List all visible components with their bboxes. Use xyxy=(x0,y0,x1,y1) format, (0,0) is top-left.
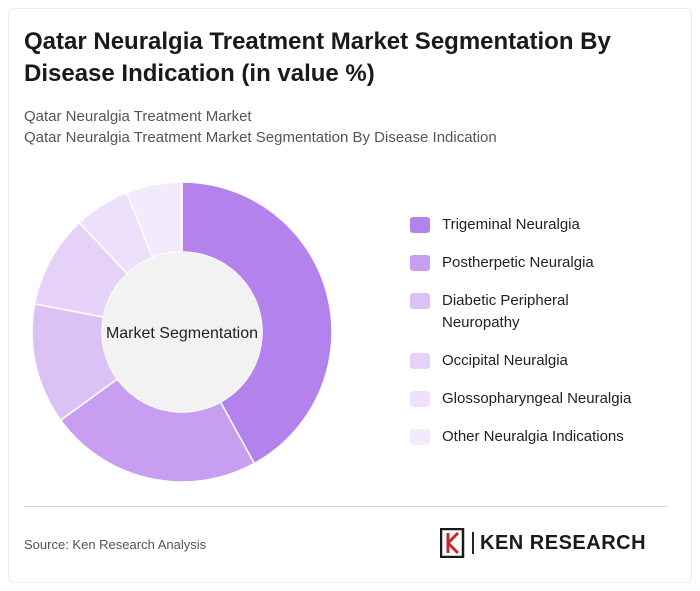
chart-subtitle: Qatar Neuralgia Treatment Market Qatar N… xyxy=(24,106,664,148)
center-label: Market Segmentation xyxy=(106,325,258,342)
legend-label-1: Postherpetic Neuralgia xyxy=(442,254,594,271)
legend-item-2: Diabetic Peripheral Neuropathy xyxy=(410,290,670,334)
legend-swatch-5 xyxy=(410,429,430,445)
legend-item-4: Glossopharyngeal Neuralgia xyxy=(410,388,670,410)
brand-logo: KEN RESEARCH xyxy=(440,528,646,558)
legend-label-5: Other Neuralgia Indications xyxy=(442,428,624,445)
legend-swatch-3 xyxy=(410,353,430,369)
donut-hole xyxy=(102,252,262,412)
legend-label-2: Diabetic Peripheral Neuropathy xyxy=(442,292,569,331)
legend-label-4: Glossopharyngeal Neuralgia xyxy=(442,390,632,407)
source-text: Source: Ken Research Analysis xyxy=(24,537,207,552)
legend-swatch-4 xyxy=(410,391,430,407)
brand-name: KEN RESEARCH xyxy=(480,531,647,554)
legend-item-3: Occipital Neuralgia xyxy=(410,350,670,372)
legend-swatch-0 xyxy=(410,217,430,233)
legend-swatch-1 xyxy=(410,255,430,271)
legend-label-3: Occipital Neuralgia xyxy=(442,352,568,369)
legend-swatch-2 xyxy=(410,293,430,309)
legend-item-1: Postherpetic Neuralgia xyxy=(410,252,670,274)
footer-divider xyxy=(24,506,668,507)
subtitle-line-1: Qatar Neuralgia Treatment Market xyxy=(24,108,252,125)
brand-separator xyxy=(472,532,474,554)
legend: Trigeminal Neuralgia Postherpetic Neuralg… xyxy=(410,214,670,464)
legend-item-5: Other Neuralgia Indications xyxy=(410,426,670,448)
legend-item-0: Trigeminal Neuralgia xyxy=(410,214,670,236)
legend-label-0: Trigeminal Neuralgia xyxy=(442,216,580,233)
ken-research-logo-icon xyxy=(440,528,465,558)
chart-title: Qatar Neuralgia Treatment Market Segment… xyxy=(24,28,611,87)
subtitle-line-2: Qatar Neuralgia Treatment Market Segment… xyxy=(24,129,497,146)
